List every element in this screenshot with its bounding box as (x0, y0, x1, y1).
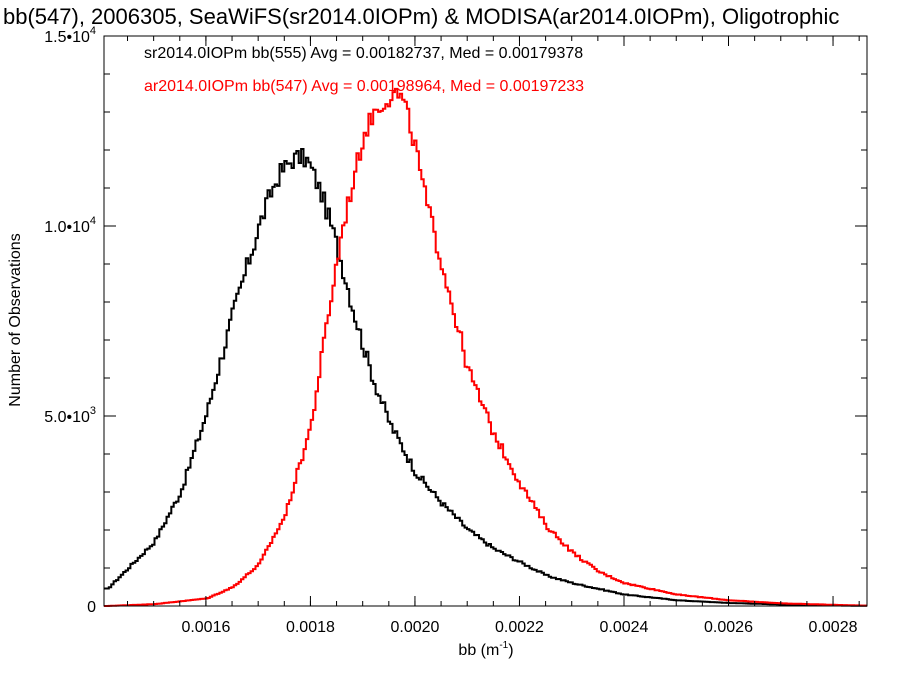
x-axis-label: bb (m-1) (458, 640, 513, 659)
y-tick-label: 1.0•104 (44, 215, 96, 236)
y-tick-label: 5.0•103 (44, 405, 96, 426)
legend-entry-red: ar2014.0IOPm bb(547) Avg = 0.00198964, M… (144, 78, 584, 95)
legend-entry-black: sr2014.0IOPm bb(555) Avg = 0.00182737, M… (144, 45, 583, 62)
series-line-modisa (104, 87, 867, 607)
axis-ticks: 0.0016 0.0018 0.0020 0.0022 0.0024 0.0026 0.00… (44, 25, 868, 636)
x-tick-label: 0.0020 (390, 619, 439, 636)
series-line-seawifs (104, 148, 867, 607)
x-tick-label: 0.0026 (704, 619, 753, 636)
y-tick-label: 1.5•104 (44, 25, 96, 46)
x-tick-label: 0.0028 (809, 619, 858, 636)
x-tick-label: 0.0016 (181, 619, 230, 636)
plot-frame (103, 35, 868, 607)
x-tick-label: 0.0022 (495, 619, 544, 636)
plot-area (104, 87, 867, 607)
y-tick-label: 0 (87, 599, 96, 616)
x-tick-label: 0.0024 (600, 619, 649, 636)
y-axis-label: Number of Observations (7, 233, 24, 406)
x-tick-label: 0.0018 (286, 619, 335, 636)
chart-title: bb(547), 2006305, SeaWiFS(sr2014.0IOPm) … (3, 4, 839, 29)
